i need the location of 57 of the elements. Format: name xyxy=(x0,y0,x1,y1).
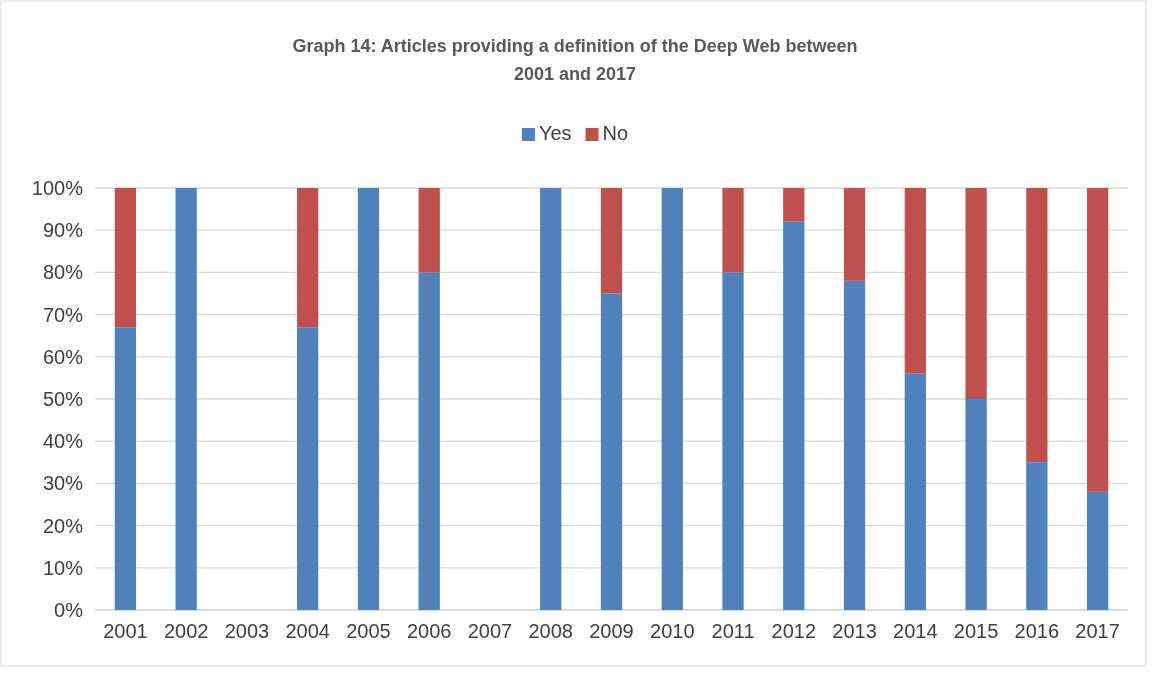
y-tick-label: 50% xyxy=(42,387,84,410)
bar xyxy=(1086,491,1109,610)
bar xyxy=(357,188,380,610)
bar xyxy=(297,188,319,328)
bar xyxy=(418,188,440,273)
bar xyxy=(600,188,623,294)
y-tick-label: 80% xyxy=(42,261,84,284)
bar xyxy=(843,280,866,610)
bar xyxy=(722,272,744,610)
x-tick-label: 2012 xyxy=(771,620,817,643)
bar xyxy=(904,373,926,610)
x-tick-label: 2014 xyxy=(893,620,938,643)
bar xyxy=(418,272,440,610)
x-tick-label: 2015 xyxy=(953,620,999,643)
x-tick-label: 2017 xyxy=(1075,620,1120,643)
y-tick-label: 70% xyxy=(42,303,84,326)
legend-label: No xyxy=(602,122,629,144)
bar xyxy=(114,327,137,610)
y-tick-label: 30% xyxy=(42,472,84,495)
bar xyxy=(965,188,987,399)
x-tick-label: 2009 xyxy=(589,620,634,643)
bar xyxy=(722,188,744,273)
bar xyxy=(114,188,137,328)
y-tick-label: 20% xyxy=(42,514,84,537)
x-tick-label: 2011 xyxy=(711,620,755,643)
bar xyxy=(600,293,623,610)
bar xyxy=(661,188,683,610)
x-tick-label: 2006 xyxy=(406,620,452,643)
bar xyxy=(1026,462,1048,610)
x-tick-label: 2004 xyxy=(285,620,330,643)
bar xyxy=(783,221,805,610)
y-tick-label: 10% xyxy=(42,556,84,579)
bar xyxy=(1086,188,1109,492)
x-tick-label: 2008 xyxy=(528,620,573,643)
y-tick-label: 60% xyxy=(42,345,84,368)
bar xyxy=(783,188,805,222)
x-tick-label: 2013 xyxy=(832,620,877,643)
bar xyxy=(904,188,926,374)
x-tick-label: 2003 xyxy=(224,620,270,643)
y-tick-label: 90% xyxy=(42,219,84,242)
chart-title: Graph 14: Articles providing a definition of the Deep Web between 2001 and 2017 xyxy=(292,36,858,84)
x-tick-label: 2016 xyxy=(1014,620,1060,643)
x-tick-label: 2010 xyxy=(650,620,695,643)
x-tick-label: 2002 xyxy=(163,620,209,643)
y-tick-label: 100% xyxy=(31,176,84,199)
bar xyxy=(297,327,319,610)
bar xyxy=(540,188,562,610)
bar xyxy=(843,188,866,281)
bar xyxy=(175,188,197,610)
y-tick-label: 40% xyxy=(42,430,84,453)
bar xyxy=(965,399,987,610)
legend-label: Yes xyxy=(538,122,572,144)
y-tick-label: 0% xyxy=(54,598,84,621)
x-tick-label: 2007 xyxy=(467,620,513,643)
x-tick-label: 2001 xyxy=(103,620,148,643)
bar xyxy=(1026,188,1048,463)
x-tick-label: 2005 xyxy=(346,620,391,643)
